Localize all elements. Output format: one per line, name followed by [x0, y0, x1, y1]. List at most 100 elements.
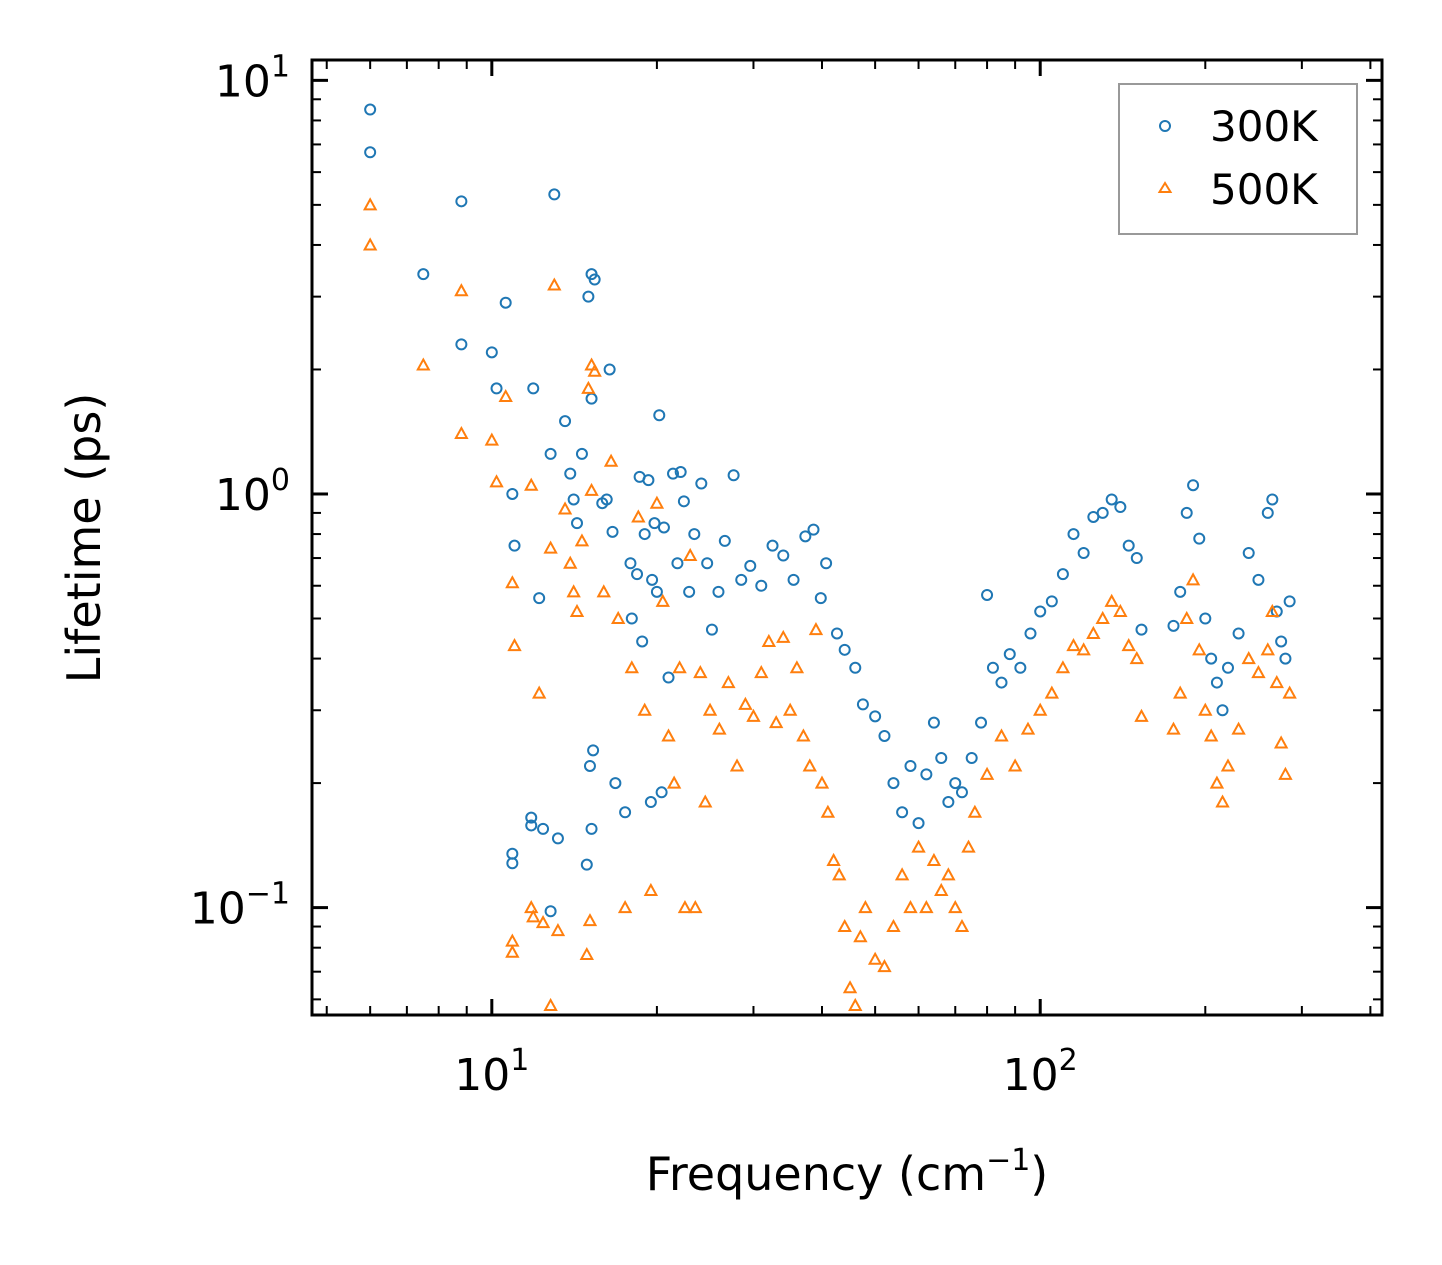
data-point-300k [1034, 605, 1047, 618]
data-point-500k [1251, 665, 1266, 679]
data-point-300k [1174, 585, 1187, 598]
data-point-300k [1014, 661, 1027, 674]
data-point-300k [1283, 595, 1296, 608]
data-point-300k [896, 806, 909, 819]
data-point-500k [961, 839, 976, 853]
data-point-300k [1252, 573, 1265, 586]
data-point-300k [942, 796, 955, 809]
data-point-500k [1273, 735, 1289, 749]
data-point-300k [525, 811, 538, 824]
data-point-300k [527, 382, 540, 395]
data-point-300k [1275, 635, 1288, 648]
data-point-500k [563, 555, 578, 569]
data-point-500k [505, 944, 520, 958]
data-point-500k [617, 900, 633, 914]
data-point-500k [524, 900, 539, 914]
data-point-300k [606, 525, 619, 538]
data-point-500k [661, 728, 676, 742]
data-point-500k [596, 584, 611, 598]
y-tick-label: 100 [215, 463, 290, 521]
data-point-500k [505, 933, 520, 947]
data-point-300k [787, 573, 800, 586]
data-point-500k [1179, 610, 1194, 624]
data-point-500k [631, 509, 646, 523]
data-point-500k [543, 540, 558, 554]
data-point-500k [789, 660, 805, 674]
data-point-500k [1241, 651, 1256, 665]
data-point-300k [975, 716, 988, 729]
data-point-500k [702, 702, 718, 716]
data-point-300k [1187, 479, 1200, 492]
data-point-500k [1113, 603, 1128, 617]
data-point-300k [533, 592, 546, 605]
data-point-300k [1114, 501, 1127, 514]
data-point-500k [484, 432, 500, 446]
data-point-500k [666, 775, 682, 789]
data-point-300k [559, 415, 572, 428]
data-point-500k [820, 804, 836, 818]
data-point-300k [735, 573, 748, 586]
data-point-500k [877, 959, 892, 973]
data-point-300k [1105, 493, 1118, 506]
data-point-500k [1185, 572, 1201, 586]
data-point-300k [912, 817, 925, 830]
data-point-300k [585, 392, 598, 405]
data-point-300k [1024, 627, 1037, 640]
data-point-500k [926, 852, 942, 866]
data-point-500k [489, 474, 504, 488]
data-point-300k [744, 559, 757, 572]
data-point-500k [682, 547, 698, 562]
data-point-300k [571, 517, 584, 530]
data-point-300k [588, 273, 601, 286]
data-point-300k [642, 474, 655, 487]
data-point-500k [569, 603, 585, 617]
data-point-300k [1122, 539, 1135, 552]
data-point-500k [712, 721, 727, 735]
data-point-500k [886, 918, 901, 933]
legend-box [1118, 83, 1358, 235]
data-point-300k [1167, 619, 1180, 632]
data-point-500k [693, 665, 708, 679]
data-point-500k [1134, 708, 1149, 722]
data-point-300k [567, 493, 580, 506]
data-point-300k [830, 627, 843, 640]
data-point-300k [506, 857, 519, 870]
data-point-500k [746, 708, 761, 722]
data-point-500k [454, 283, 469, 297]
data-point-500k [1129, 651, 1144, 665]
data-point-300k [600, 493, 613, 506]
series-300k [364, 103, 1296, 918]
data-point-300k [949, 777, 962, 790]
data-point-500k [698, 794, 713, 808]
data-point-300k [995, 676, 1008, 689]
data-point-300k [582, 290, 595, 303]
data-point-500k [858, 900, 873, 914]
data-point-500k [919, 900, 934, 914]
data-point-300k [485, 346, 498, 359]
data-point-300k [1199, 612, 1212, 625]
data-point-500k [531, 685, 547, 699]
data-point-500k [1066, 638, 1081, 652]
data-point-500k [911, 839, 926, 853]
data-point-300k [878, 729, 891, 742]
data-point-300k [650, 585, 663, 598]
data-point-500k [1086, 625, 1101, 639]
data-point-300k [609, 777, 622, 790]
data-point-500k [649, 495, 665, 509]
data-point-500k [1173, 685, 1188, 699]
data-point-300k [417, 268, 430, 281]
data-point-300k [490, 382, 503, 395]
data-point-300k [887, 777, 900, 790]
data-point-500k [1269, 674, 1284, 689]
data-point-300k [575, 447, 588, 460]
major-ticks [312, 60, 1382, 1015]
data-point-300k [1067, 528, 1080, 541]
data-point-300k [927, 716, 940, 729]
data-point-500k [566, 584, 581, 598]
data-point-300k [506, 487, 519, 500]
data-point-500k [754, 665, 769, 679]
data-point-500k [362, 197, 378, 211]
data-point-500k [584, 482, 599, 496]
data-point-300k [1266, 493, 1279, 506]
